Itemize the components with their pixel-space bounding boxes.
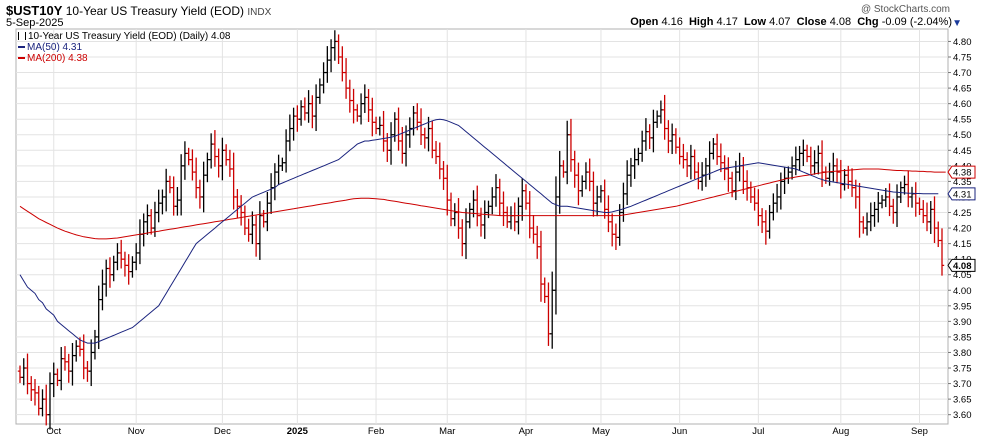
- ma200-value-tag-box: [947, 165, 976, 179]
- ma50-value-tag-label: 4.31: [953, 189, 972, 200]
- x-tick-label: Jul: [752, 426, 764, 437]
- collapse-toggle[interactable]: ▼: [949, 15, 962, 29]
- x-tick-label: Aug: [832, 426, 849, 437]
- close-label: Close: [796, 16, 827, 28]
- y-tick-label: 3.75: [953, 364, 972, 375]
- chg-value: -0.09 (-2.04%): [881, 16, 952, 28]
- x-tick-label: Jun: [672, 426, 687, 437]
- chg-label: Chg: [857, 16, 879, 28]
- legend-ma200: MA(200) 4.38: [18, 53, 88, 64]
- ohlc-readout: Open 4.16 High 4.17 Low 4.07 Close 4.08 …: [630, 16, 952, 28]
- ma50-swatch: [18, 46, 25, 49]
- y-tick-label: 4.20: [953, 224, 972, 235]
- x-tick-label: Dec: [214, 426, 231, 437]
- y-tick-label: 4.70: [953, 68, 972, 79]
- y-tick-label: 4.35: [953, 177, 972, 188]
- legend-main-label: 10-Year US Treasury Yield (EOD) (Daily) …: [28, 31, 231, 42]
- chart-header-left: $UST10Y 10-Year US Treasury Yield (EOD) …: [6, 3, 271, 18]
- watermark: @ StockCharts.com: [860, 4, 950, 15]
- y-tick-label: 4.45: [953, 146, 972, 157]
- high-label: High: [688, 16, 714, 28]
- y-tick-label: 3.60: [953, 410, 972, 421]
- y-tick-label: 4.25: [953, 208, 972, 219]
- open-value: 4.16: [661, 16, 683, 28]
- ma200-line: [19, 168, 946, 240]
- y-tick-label: 4.80: [953, 37, 972, 48]
- legend-main: 10-Year US Treasury Yield (EOD) (Daily) …: [18, 31, 231, 42]
- x-tick-label: Sep: [911, 426, 928, 437]
- y-tick-label: 4.60: [953, 99, 972, 110]
- y-tick-label: 3.90: [953, 317, 972, 328]
- ohlc-bar: [939, 228, 945, 276]
- ma200-value-tag-label: 4.38: [953, 168, 972, 179]
- y-tick-label: 4.50: [953, 130, 972, 141]
- low-value: 4.07: [769, 16, 791, 28]
- y-axis: 3.60 3.65 3.70 3.75 3.80 3.85 3.90 3.95 4.00 4.05…: [948, 37, 972, 421]
- y-tick-label: 4.15: [953, 239, 972, 250]
- chart-grid: [15, 28, 949, 425]
- close-value: 4.08: [829, 16, 852, 28]
- ticker-name: 10-Year US Treasury Yield (EOD): [65, 4, 245, 18]
- y-tick-label: 4.55: [953, 115, 972, 126]
- y-tick-label: 4.05: [953, 270, 972, 281]
- last-price-tag: 4.08: [947, 258, 976, 272]
- legend-ma50-label: MA(50) 4.31: [27, 42, 83, 53]
- y-tick-label: 3.65: [953, 395, 972, 406]
- exchange-label: INDX: [247, 7, 272, 18]
- last-price-tag-box: [947, 258, 976, 272]
- open-label: Open: [630, 16, 659, 28]
- y-tick-label: 4.00: [953, 286, 972, 297]
- ma50-value-tag-box: [947, 187, 976, 201]
- low-label: Low: [744, 16, 767, 28]
- y-tick-label: 3.95: [953, 301, 972, 312]
- legend-ma200-label: MA(200) 4.38: [27, 53, 88, 64]
- ma50-value-tag: 4.31: [947, 187, 976, 201]
- moving-averages: [19, 118, 946, 344]
- plot-frame: [15, 28, 949, 425]
- x-tick-label: Mar: [439, 426, 455, 437]
- x-tick-label: Feb: [368, 426, 384, 437]
- x-tick-label: Oct: [46, 426, 61, 437]
- chart-date: 5-Sep-2025: [6, 17, 64, 29]
- legend-main-icon: [18, 32, 26, 41]
- ma200-value-tag: 4.38: [947, 165, 976, 179]
- legend-ma50: MA(50) 4.31: [18, 42, 82, 53]
- ma200-swatch: [18, 57, 25, 60]
- last-price-tag-label: 4.08: [953, 261, 972, 272]
- x-tick-label: 2025: [287, 426, 309, 437]
- y-tick-label: 3.80: [953, 348, 972, 359]
- x-tick-label: Nov: [128, 426, 145, 437]
- y-tick-label: 4.75: [953, 52, 972, 63]
- triangle-down-icon[interactable]: ▼: [952, 18, 962, 29]
- x-tick-label: Apr: [519, 426, 534, 437]
- ma50-line: [19, 118, 939, 344]
- ticker-symbol[interactable]: $UST10Y: [6, 3, 63, 18]
- y-tick-label: 3.85: [953, 332, 972, 343]
- x-axis: Oct Nov Dec 2025 Feb Mar Apr May Jun Jul Aug Sep: [46, 426, 928, 437]
- high-value: 4.17: [716, 16, 738, 28]
- price-tags: 4.38 4.31 4.08: [947, 165, 976, 272]
- y-tick-label: 3.70: [953, 379, 972, 390]
- y-tick-label: 4.65: [953, 84, 972, 95]
- x-tick-label: May: [592, 426, 610, 437]
